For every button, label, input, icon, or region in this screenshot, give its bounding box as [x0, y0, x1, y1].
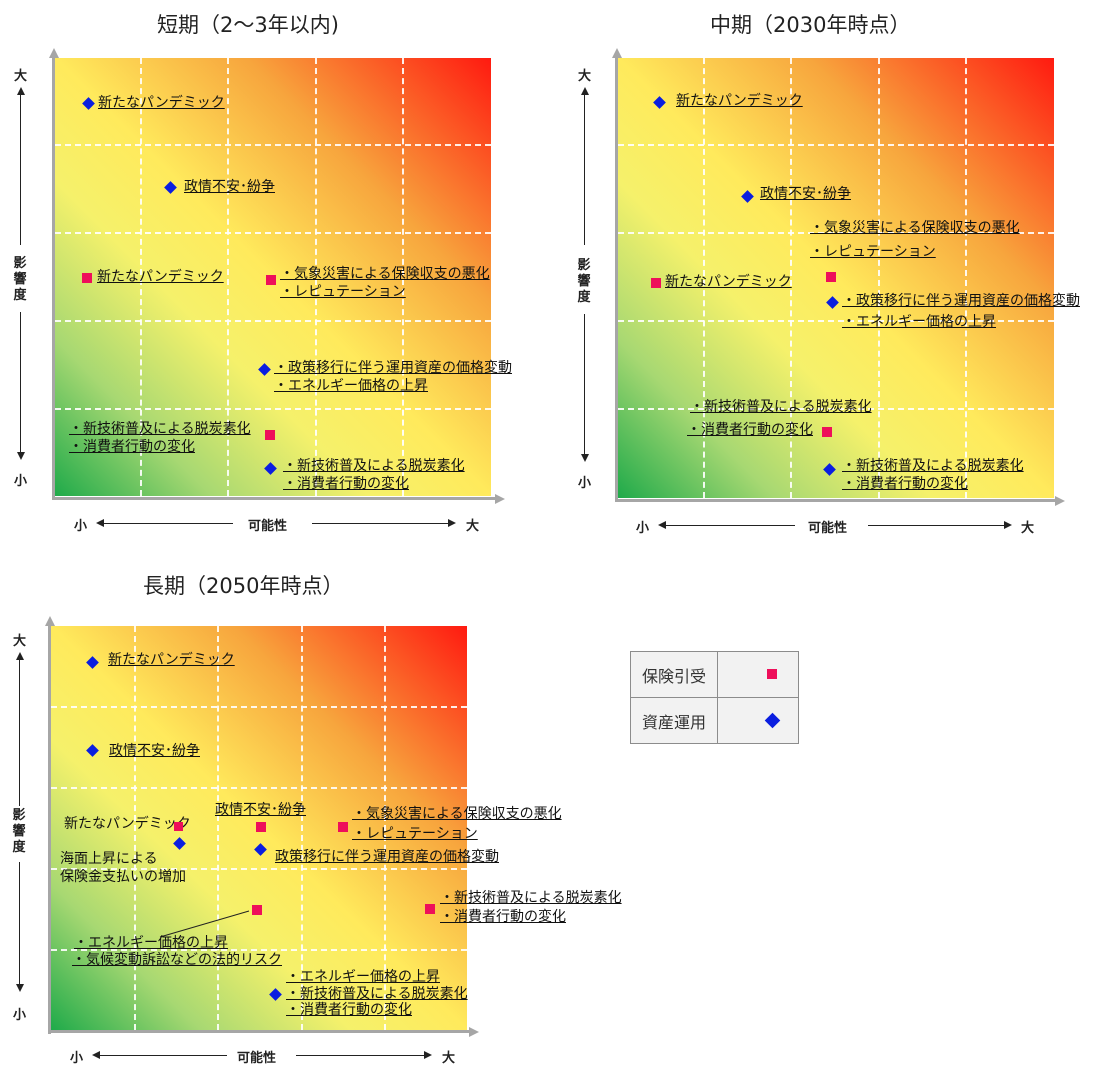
- long-x-axis: [48, 1030, 469, 1033]
- mid-asset-policy-label-1: ・政策移行に伴う運用資産の価格変動: [842, 293, 1080, 309]
- short-asset-politics-label: 政情不安･紛争: [184, 179, 275, 195]
- long-insurance-tech-label-2: ・消費者行動の変化: [440, 909, 566, 925]
- mid-y-small-label: 小: [578, 476, 592, 491]
- long-asset-mix-label-3: ・消費者行動の変化: [286, 1002, 412, 1018]
- mid-insurance-climate-label-2: ・レピュテーション: [810, 244, 936, 260]
- mid-x-axis-arrow: [1055, 496, 1065, 506]
- legend-asset-label: 資産運用: [629, 697, 719, 744]
- mid-insurance-climate-label-1: ・気象災害による保険収支の悪化: [810, 220, 1020, 236]
- short-x-axis-title: 可能性: [248, 519, 288, 534]
- marker-legend: 保険引受 資産運用: [629, 651, 800, 744]
- mid-insurance-tech-label-2: ・消費者行動の変化: [687, 422, 813, 438]
- long-insurance-climate-marker: [338, 822, 348, 832]
- long-x-small-label: 小: [70, 1051, 84, 1066]
- long-asset-pandemic-label: 新たなパンデミック: [108, 652, 235, 668]
- mid-asset-policy-label-2: ・エネルギー価格の上昇: [842, 314, 996, 330]
- short-insurance-climate-marker: [266, 275, 276, 285]
- long-insurance-politics-marker: [256, 822, 266, 832]
- legend-insurance-label: 保険引受: [629, 651, 719, 698]
- short-insurance-tech-label-1: ・新技術普及による脱炭素化: [69, 421, 251, 437]
- mid-x-axis: [615, 499, 1055, 502]
- short-x-small-label: 小: [74, 519, 88, 534]
- legend-row-insurance: 保険引受: [629, 651, 800, 698]
- mid-x-large-label: 大: [1021, 521, 1035, 536]
- short-asset-policy-label-2: ・エネルギー価格の上昇: [274, 378, 428, 394]
- short-x-axis: [52, 497, 495, 500]
- short-asset-policy-label-1: ・政策移行に伴う運用資産の価格変動: [274, 360, 512, 376]
- long-term-title: 長期（2050年時点）: [143, 574, 344, 598]
- short-x-large-label: 大: [466, 519, 480, 534]
- short-insurance-pandemic-marker: [82, 273, 92, 283]
- mid-insurance-tech-marker: [822, 427, 832, 437]
- long-y-large-label: 大: [13, 634, 27, 649]
- short-y-axis-arrow: [49, 48, 59, 58]
- long-insurance-energy-marker: [252, 905, 262, 915]
- short-y-axis: [52, 58, 55, 500]
- mid-term-plot: [618, 58, 1054, 498]
- short-x-axis-arrow: [495, 494, 505, 504]
- long-insurance-energy-label-2: ・気候変動訴訟などの法的リスク: [72, 952, 282, 968]
- short-asset-tech-label-2: ・消費者行動の変化: [283, 476, 409, 492]
- long-asset-policy-label: 政策移行に伴う運用資産の価格変動: [275, 849, 499, 865]
- short-insurance-tech-label-2: ・消費者行動の変化: [69, 439, 195, 455]
- long-insurance-pandemic-label: 新たなパンデミック: [64, 816, 191, 832]
- long-insurance-tech-label-1: ・新技術普及による脱炭素化: [440, 890, 622, 906]
- long-asset-sealevel-label-2: 保険金支払いの増加: [60, 869, 186, 885]
- short-asset-pandemic-label: 新たなパンデミック: [98, 95, 225, 111]
- short-y-large-label: 大: [14, 69, 28, 84]
- long-insurance-energy-label-1: ・エネルギー価格の上昇: [74, 935, 228, 951]
- short-insurance-tech-marker: [265, 430, 275, 440]
- short-y-small-label: 小: [14, 474, 28, 489]
- mid-asset-tech-label-2: ・消費者行動の変化: [842, 476, 968, 492]
- mid-asset-tech-label-1: ・新技術普及による脱炭素化: [842, 458, 1024, 474]
- mid-insurance-climate-marker: [826, 272, 836, 282]
- mid-x-axis-title: 可能性: [808, 521, 848, 536]
- long-x-large-label: 大: [442, 1051, 456, 1066]
- legend-asset-marker: [764, 712, 781, 729]
- long-insurance-politics-label: 政情不安･紛争: [215, 802, 306, 818]
- mid-asset-pandemic-label: 新たなパンデミック: [676, 93, 803, 109]
- mid-x-small-label: 小: [636, 521, 650, 536]
- long-asset-politics-label: 政情不安･紛争: [109, 743, 200, 759]
- long-insurance-pandemic-marker: [174, 822, 183, 831]
- short-insurance-climate-label-2: ・レピュテーション: [280, 284, 406, 300]
- long-y-axis-arrow: [45, 616, 55, 626]
- long-x-axis-arrow: [469, 1027, 479, 1037]
- long-insurance-climate-label-2: ・レピュテーション: [352, 826, 478, 842]
- mid-insurance-pandemic-marker: [651, 278, 661, 288]
- short-insurance-climate-label-1: ・気象災害による保険収支の悪化: [280, 266, 490, 282]
- mid-y-axis-arrow: [612, 48, 622, 58]
- mid-insurance-pandemic-label: 新たなパンデミック: [665, 274, 792, 290]
- mid-y-axis-title: 影響度: [577, 258, 591, 305]
- long-asset-mix-label-2: ・新技術普及による脱炭素化: [286, 986, 468, 1002]
- long-insurance-tech-marker: [425, 904, 435, 914]
- mid-asset-politics-label: 政情不安･紛争: [760, 186, 851, 202]
- long-y-axis-title: 影響度: [12, 808, 26, 855]
- short-y-axis-title: 影響度: [13, 256, 27, 303]
- short-term-title: 短期（2～3年以内): [157, 13, 339, 37]
- mid-term-title: 中期（2030年時点）: [710, 13, 911, 37]
- long-y-small-label: 小: [13, 1008, 27, 1023]
- legend-row-asset: 資産運用: [629, 697, 800, 744]
- long-y-axis: [48, 626, 51, 1034]
- long-asset-sealevel-label-1: 海面上昇による: [60, 851, 158, 867]
- long-asset-mix-label-1: ・エネルギー価格の上昇: [286, 969, 440, 985]
- long-x-axis-title: 可能性: [237, 1051, 277, 1066]
- long-insurance-climate-label-1: ・気象災害による保険収支の悪化: [352, 806, 562, 822]
- mid-y-large-label: 大: [578, 69, 592, 84]
- short-insurance-pandemic-label: 新たなパンデミック: [97, 269, 224, 285]
- mid-insurance-tech-label-1: ・新技術普及による脱炭素化: [690, 399, 872, 415]
- legend-insurance-marker: [767, 669, 778, 679]
- mid-y-axis: [615, 58, 618, 502]
- short-asset-tech-label-1: ・新技術普及による脱炭素化: [283, 458, 465, 474]
